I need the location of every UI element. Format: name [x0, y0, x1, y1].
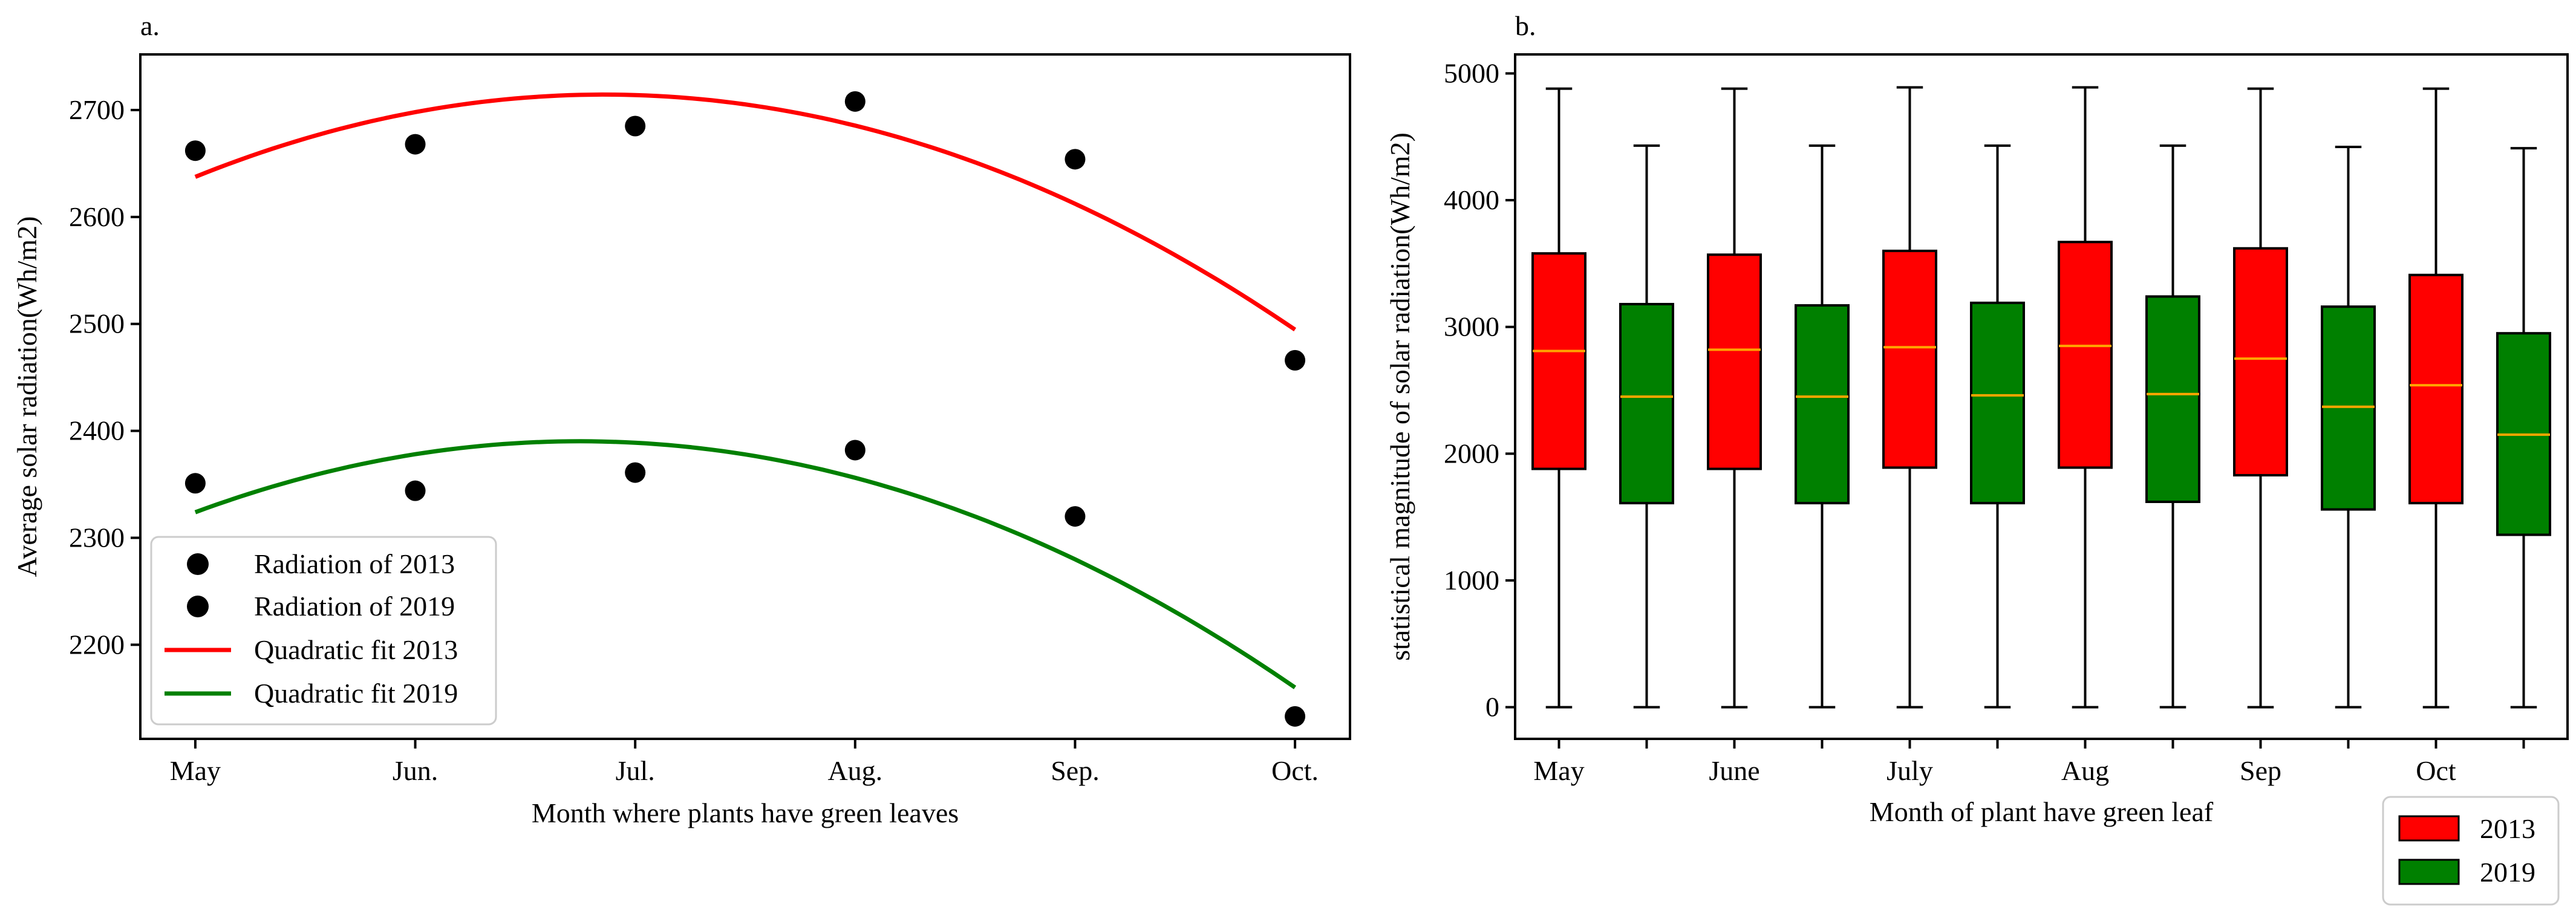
y-tick-label: 5000 — [1444, 57, 1499, 88]
x-tick-label: Sep — [2240, 755, 2281, 786]
panel-a-axes-frame — [139, 53, 1351, 740]
box-11-2013-iqr-box — [2408, 273, 2464, 505]
panel-b-label: b. — [1515, 10, 1536, 41]
x-tick-label: Oct — [2416, 755, 2456, 786]
legend-label-radiation-2013: Radiation of 2013 — [254, 548, 455, 579]
box-2-2019-iqr-box — [1619, 302, 1674, 505]
data-point-radiation-of-2013 — [1285, 349, 1306, 371]
box-10-2019-iqr-box — [2321, 305, 2376, 511]
panel-a-legend-box — [150, 536, 497, 726]
box-5-2013-iqr-box — [1882, 249, 1937, 469]
x-tick-label: Jun. — [393, 755, 438, 786]
panel-a-plot: 2200 2300 2400 2500 2600 2700 May Jun. Jul. Aug. S… — [69, 91, 1319, 786]
legend-marker-radiation-2019 — [187, 596, 209, 617]
panel-b: b. 0 1000 2000 3000 4000 5000 May June July Aug Se… — [1384, 10, 2569, 906]
panel-a-label: a. — [140, 10, 160, 41]
x-tick-label: July — [1886, 755, 1933, 786]
panel-b-axes-frame — [1514, 53, 2569, 740]
panel-a: a. 2200 2300 2400 2500 2600 2700 May Jun. Jul. Au… — [11, 10, 1351, 828]
x-tick-label: Jul. — [616, 755, 655, 786]
legend-label-quadratic-fit-2013: Quadratic fit 2013 — [254, 634, 458, 665]
box-8-2019-iqr-box — [2145, 295, 2200, 503]
legend-label-radiation-2019: Radiation of 2019 — [254, 591, 455, 622]
y-tick-label: 2700 — [69, 94, 125, 125]
data-point-radiation-of-2019 — [1285, 706, 1306, 727]
y-tick-label: 4000 — [1444, 184, 1499, 215]
data-point-radiation-of-2013 — [1065, 149, 1086, 170]
x-tick-label: Aug. — [827, 755, 882, 786]
legend-label-2019: 2019 — [2480, 857, 2535, 888]
y-tick-label: 2000 — [1444, 438, 1499, 469]
legend-swatch-2019 — [2398, 859, 2460, 885]
data-point-radiation-of-2013 — [844, 91, 866, 112]
legend-swatch-2013 — [2398, 815, 2460, 842]
y-tick-label: 2400 — [69, 415, 125, 446]
x-tick-label: Sep. — [1051, 755, 1100, 786]
data-point-radiation-of-2013 — [625, 115, 646, 137]
box-4-2019-iqr-box — [1795, 304, 1850, 505]
panel-b-x-axis-title: Month of plant have green leaf — [1870, 796, 2214, 827]
data-point-radiation-of-2019 — [1065, 506, 1086, 527]
panel-b-legend: 2013 2019 — [2382, 796, 2560, 906]
y-tick-label: 3000 — [1444, 311, 1499, 342]
legend-label-quadratic-fit-2019: Quadratic fit 2019 — [254, 678, 458, 709]
box-6-2019-iqr-box — [1970, 301, 2025, 505]
panel-a-y-axis-title: Average solar radiation(Wh/m2) — [11, 216, 42, 577]
y-tick-label: 2500 — [69, 308, 125, 339]
panel-b-y-axis-title: statistical magnitude of solar radiation… — [1384, 132, 1415, 661]
box-7-2013-iqr-box — [2058, 241, 2113, 469]
data-point-radiation-of-2019 — [625, 462, 646, 483]
data-point-radiation-of-2013 — [184, 140, 206, 161]
y-tick-label: 2600 — [69, 201, 125, 232]
box-1-2013-iqr-box — [1531, 252, 1586, 470]
box-3-2013-iqr-box — [1707, 253, 1762, 470]
data-point-radiation-of-2019 — [405, 480, 426, 501]
legend-label-2013: 2013 — [2480, 813, 2535, 844]
panel-b-plot: 0 1000 2000 3000 4000 5000 May June July Aug Sep Oc… — [1444, 57, 2551, 786]
data-point-radiation-of-2019 — [184, 473, 206, 494]
x-tick-label: May — [1533, 755, 1584, 786]
data-point-radiation-of-2013 — [405, 134, 426, 155]
y-tick-label: 1000 — [1444, 565, 1499, 596]
fit-curve-quadratic-fit-2013 — [194, 92, 1297, 332]
fit-curve-quadratic-fit-2019 — [194, 439, 1297, 689]
y-tick-label: 2300 — [69, 522, 125, 553]
x-tick-label: June — [1709, 755, 1759, 786]
panel-a-legend: Radiation of 2013 Radiation of 2019 Quad… — [150, 536, 497, 726]
data-point-radiation-of-2019 — [844, 440, 866, 461]
box-9-2013-iqr-box — [2233, 247, 2288, 476]
y-tick-label: 2200 — [69, 629, 125, 660]
panel-a-x-axis-title: Month where plants have green leaves — [532, 798, 959, 828]
y-tick-label: 0 — [1485, 692, 1499, 723]
legend-marker-radiation-2013 — [187, 553, 209, 575]
x-tick-label: Aug — [2061, 755, 2109, 786]
x-tick-label: May — [170, 755, 221, 786]
x-tick-label: Oct. — [1271, 755, 1319, 786]
